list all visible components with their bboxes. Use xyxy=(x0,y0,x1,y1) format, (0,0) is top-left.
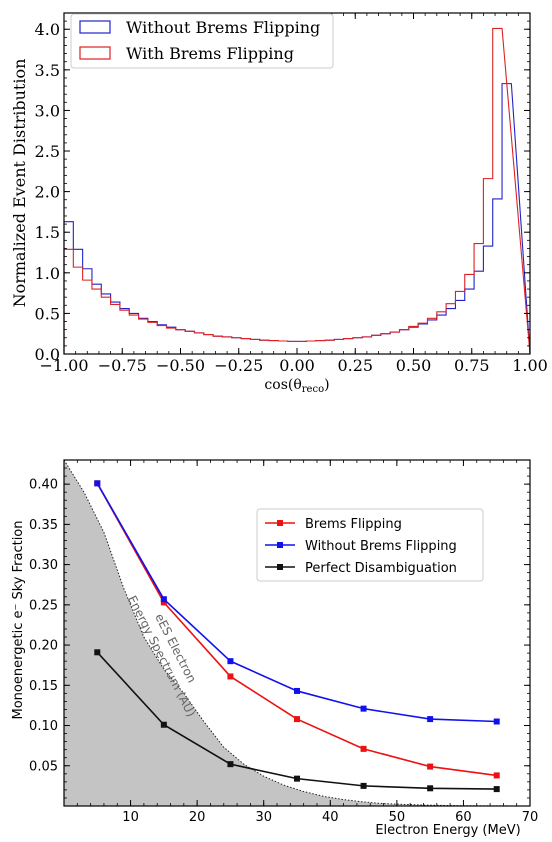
sky-fraction-series-2-point xyxy=(294,775,300,782)
sky-fraction-legend: Brems Flipping Without Brems Flipping Pe… xyxy=(256,508,484,582)
sky-fraction-series-1-point xyxy=(360,705,367,712)
sky-fraction-y-tick-label: 0.25 xyxy=(29,598,58,613)
sky-fraction-series-1-point xyxy=(94,480,101,487)
sky-fraction-x-tick-label: 40 xyxy=(322,810,339,825)
histogram-x-tick-label: −0.25 xyxy=(214,356,263,375)
sky-fraction-series-0-point xyxy=(227,673,234,680)
histogram-y-tick-label: 2.5 xyxy=(35,142,60,161)
histogram-y-tick-label: 1.0 xyxy=(35,264,60,283)
histogram-x-tick-label: −0.75 xyxy=(98,356,147,375)
histogram-x-tick-label: 1.00 xyxy=(512,356,548,375)
sky-fraction-y-tick-label: 0.40 xyxy=(29,478,58,493)
histogram-x-tick-label: 0.75 xyxy=(454,356,490,375)
legend-marker-brems-flipping xyxy=(277,520,283,526)
sky-fraction-x-tick-label: 10 xyxy=(122,810,139,825)
sky-fraction-y-tick-label: 0.10 xyxy=(29,719,58,734)
sky-fraction-series-0-point xyxy=(360,745,367,752)
legend-label-brems-flipping: Brems Flipping xyxy=(305,517,402,532)
sky-fraction-y-axis-label: Monoenergetic e⁻ Sky Fraction xyxy=(11,521,26,720)
sky-fraction-series-0-point xyxy=(160,599,167,606)
sky-fraction-y-tick-label: 0.15 xyxy=(29,679,58,694)
sky-fraction-series-2-point xyxy=(94,649,101,656)
histogram-series-1 xyxy=(63,27,531,355)
sky-fraction-series-2-point xyxy=(160,721,167,728)
sky-fraction-x-tick-label: 50 xyxy=(389,810,406,825)
legend-label-perfect: Perfect Disambiguation xyxy=(305,561,457,576)
sky-fraction-x-tick-label: 20 xyxy=(189,810,206,825)
sky-fraction-x-tick-label: 70 xyxy=(522,810,539,825)
spectrum-area xyxy=(64,460,530,806)
sky-fraction-x-tick-label: 60 xyxy=(455,810,472,825)
sky-fraction-x-tick-label: 30 xyxy=(255,810,272,825)
legend-marker-without-brems xyxy=(277,542,283,548)
histogram-series-0 xyxy=(63,83,531,355)
histogram-x-axis-label: cos(θreco) xyxy=(264,377,329,395)
histogram-x-tick-label: −0.50 xyxy=(156,356,205,375)
sky-fraction-y-tick-label: 0.30 xyxy=(29,558,58,573)
sky-fraction-series-1-point xyxy=(160,596,167,603)
legend-swatch-without-brems xyxy=(79,20,111,34)
histogram-chart: 0.0 0.5 1.0 1.5 2.0 2.5 3.0 3.5 4.0 −1.00 −0.75 −0.… xyxy=(10,12,548,395)
histogram-y-tick-label: 0.5 xyxy=(35,304,60,323)
histogram-x-tick-label: 0.25 xyxy=(337,356,373,375)
sky-fraction-series-0-point xyxy=(427,763,434,770)
sky-fraction-series-2-point xyxy=(360,782,367,789)
histogram-y-tick-label: 3.0 xyxy=(35,101,60,120)
histogram-y-tick-label: 2.0 xyxy=(35,183,60,202)
sky-fraction-series-2-point xyxy=(427,785,434,792)
sky-fraction-series-2-point xyxy=(493,786,500,793)
sky-fraction-y-tick-label: 0.35 xyxy=(29,518,58,533)
sky-fraction-y-tick-label: 0.20 xyxy=(29,639,58,654)
legend-label-without-brems-2: Without Brems Flipping xyxy=(305,539,457,554)
histogram-y-tick-label: 0.0 xyxy=(35,345,60,364)
sky-fraction-legend-box xyxy=(256,508,484,582)
histogram-axes: 0.0 0.5 1.0 1.5 2.0 2.5 3.0 3.5 4.0 −1.00 −0.75 −0.… xyxy=(35,12,548,375)
sky-fraction-chart: 0.05 0.10 0.15 0.20 0.25 0.30 0.35 0.40 10 20 30 40… xyxy=(11,459,539,838)
histogram-x-tick-label: 0.00 xyxy=(279,356,315,375)
histogram-y-tick-label: 1.5 xyxy=(35,223,60,242)
sky-fraction-series-1-point xyxy=(294,687,300,694)
histogram-x-tick-label: 0.50 xyxy=(396,356,432,375)
legend-marker-perfect xyxy=(277,564,283,570)
sky-fraction-series-1-point xyxy=(227,658,234,665)
histogram-legend: Without Brems Flipping With Brems Flippi… xyxy=(70,13,334,69)
legend-label-with-brems: With Brems Flipping xyxy=(126,44,294,63)
sky-fraction-y-tick-label: 0.05 xyxy=(29,759,58,774)
sky-fraction-axes: 0.05 0.10 0.15 0.20 0.25 0.30 0.35 0.40 10 20 30 40… xyxy=(29,459,539,825)
histogram-y-tick-label: 3.5 xyxy=(35,61,60,80)
sky-fraction-x-axis-label: Electron Energy (MeV) xyxy=(375,823,520,838)
legend-swatch-with-brems xyxy=(79,46,111,60)
sky-fraction-series-2-point xyxy=(227,761,234,768)
sky-fraction-series-1-point xyxy=(493,718,500,725)
histogram-y-axis-label: Normalized Event Distribution xyxy=(10,59,29,308)
histogram-legend-box xyxy=(70,13,334,69)
histogram-y-tick-label: 4.0 xyxy=(35,20,60,39)
histogram-plot-area xyxy=(63,27,531,355)
histogram-x-tick-label: −1.00 xyxy=(39,356,88,375)
sky-fraction-series-0-point xyxy=(493,772,500,779)
sky-fraction-frame xyxy=(63,459,531,807)
sky-fraction-series-0-point xyxy=(294,716,300,723)
sky-fraction-series-1-point xyxy=(427,716,434,723)
legend-label-without-brems: Without Brems Flipping xyxy=(126,18,320,37)
